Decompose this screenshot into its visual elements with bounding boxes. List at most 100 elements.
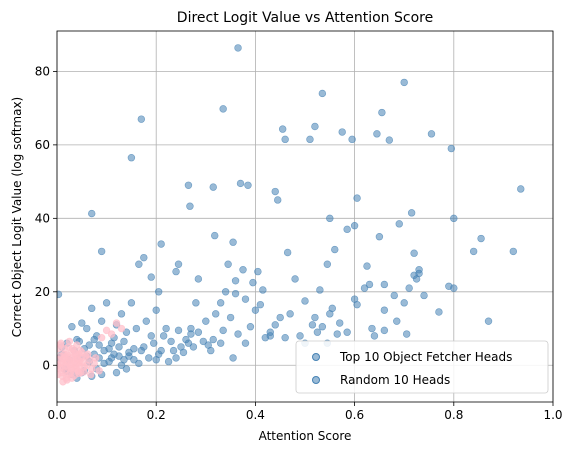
point-top10: [162, 324, 170, 333]
point-top10: [311, 122, 319, 131]
point-top10: [484, 317, 493, 325]
point-top10: [88, 304, 96, 313]
point-top10: [174, 326, 183, 335]
point-top10: [127, 299, 136, 307]
point-top10: [415, 269, 423, 278]
x-axis-label: Attention Score: [259, 429, 352, 443]
y-tick-label: 20: [35, 285, 50, 299]
point-top10: [179, 348, 188, 357]
point-top10: [187, 330, 195, 338]
point-top10: [234, 330, 242, 338]
point-top10: [283, 248, 292, 257]
legend-marker-random10: [312, 376, 320, 384]
x-axis-ticks: 0.0 0.2 0.4 0.6 0.8 1.0: [47, 402, 563, 422]
legend-box: [295, 340, 549, 394]
point-top10: [402, 330, 411, 338]
legend: Top 10 Object Fetcher Heads Random 10 He…: [295, 340, 549, 394]
point-top10: [57, 290, 63, 299]
point-top10: [336, 319, 344, 327]
legend-label-top10: Top 10 Object Fetcher Heads: [339, 350, 512, 364]
point-top10: [251, 306, 260, 314]
point-top10: [318, 322, 327, 331]
point-top10: [194, 275, 203, 283]
point-random10: [61, 353, 69, 361]
point-top10: [363, 262, 371, 270]
point-top10: [105, 357, 113, 366]
point-top10: [192, 299, 200, 307]
point-top10: [83, 324, 91, 333]
point-random10: [75, 362, 84, 371]
point-top10: [281, 334, 289, 342]
point-top10: [174, 260, 183, 268]
point-top10: [271, 187, 279, 196]
point-top10: [378, 108, 386, 117]
point-top10: [137, 115, 146, 123]
point-top10: [259, 286, 267, 294]
point-top10: [157, 240, 165, 248]
point-top10: [271, 321, 279, 329]
point-top10: [219, 105, 227, 113]
point-top10: [407, 209, 416, 217]
data-points: [57, 44, 525, 386]
point-top10: [90, 335, 98, 344]
point-top10: [256, 300, 265, 309]
legend-label-random10: Random 10 Heads: [340, 373, 450, 387]
point-top10: [380, 306, 389, 314]
point-top10: [380, 280, 389, 289]
point-top10: [370, 332, 379, 340]
point-top10: [405, 284, 413, 292]
point-top10: [450, 284, 458, 292]
point-top10: [154, 288, 163, 296]
point-top10: [338, 128, 346, 136]
point-top10: [189, 343, 198, 351]
point-random10: [65, 337, 74, 346]
point-top10: [112, 368, 121, 377]
point-top10: [509, 247, 518, 256]
point-top10: [95, 341, 103, 349]
point-top10: [254, 267, 262, 276]
point-top10: [209, 335, 217, 344]
point-top10: [97, 247, 106, 256]
x-tick-label: 0.6: [345, 408, 364, 422]
point-top10: [348, 135, 356, 144]
point-top10: [328, 304, 336, 313]
x-tick-label: 0.0: [47, 408, 66, 422]
point-top10: [395, 220, 403, 228]
x-tick-label: 1.0: [543, 408, 562, 422]
point-top10: [122, 328, 131, 336]
point-top10: [323, 260, 332, 268]
point-top10: [286, 310, 294, 318]
y-tick-label: 80: [35, 64, 50, 78]
point-top10: [231, 277, 240, 285]
point-top10: [427, 130, 436, 138]
point-top10: [313, 328, 322, 336]
point-top10: [130, 345, 138, 353]
point-top10: [400, 299, 408, 307]
point-top10: [140, 343, 148, 351]
point-top10: [216, 299, 225, 307]
point-top10: [311, 313, 319, 322]
point-top10: [291, 275, 299, 283]
point-top10: [78, 319, 86, 327]
point-top10: [393, 317, 401, 325]
point-top10: [234, 44, 242, 52]
point-top10: [375, 233, 384, 241]
point-top10: [120, 356, 128, 364]
point-top10: [350, 295, 359, 303]
point-top10: [229, 354, 237, 362]
x-tick-label: 0.8: [444, 408, 463, 422]
point-top10: [278, 125, 287, 133]
point-top10: [333, 330, 341, 338]
point-top10: [85, 341, 93, 349]
point-top10: [231, 289, 240, 298]
point-top10: [226, 313, 235, 322]
point-top10: [368, 324, 376, 333]
point-top10: [150, 339, 158, 347]
point-top10: [120, 337, 128, 346]
y-axis-label: Correct Object Logit Value (log softmax): [10, 97, 24, 338]
point-top10: [306, 135, 314, 144]
point-top10: [343, 328, 351, 336]
point-random10: [57, 370, 62, 379]
point-top10: [326, 214, 334, 223]
point-top10: [169, 346, 178, 355]
